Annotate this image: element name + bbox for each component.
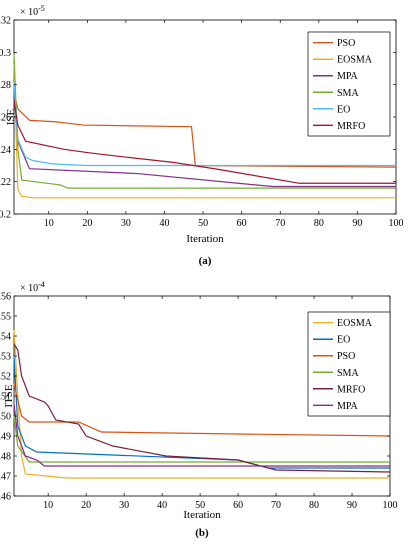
y-tick-label: 3.48 <box>0 452 11 463</box>
x-axis-label: Iteration <box>186 233 224 245</box>
y-tick-label: 0.24 <box>0 145 11 156</box>
x-tick-label: 40 <box>159 218 169 229</box>
legend-entry: PSO <box>337 351 355 362</box>
y-tick-label: 3.47 <box>0 472 11 483</box>
y-tick-label: 3.54 <box>0 332 11 343</box>
y-tick-label: 3.56 <box>0 292 11 303</box>
series-line-pso <box>13 92 397 168</box>
y-tick-label: 3.55 <box>0 312 11 323</box>
legend-entry: EO <box>337 104 350 115</box>
legend-entry: MPA <box>337 401 359 412</box>
x-tick-label: 50 <box>195 500 205 511</box>
legend-box <box>307 311 391 417</box>
series-line-mpa <box>13 403 390 467</box>
x-tick-label: 30 <box>121 218 131 229</box>
x-tick-label: 90 <box>347 500 357 511</box>
y-tick-label: 0.28 <box>0 80 11 91</box>
series-line-eosma <box>13 63 396 199</box>
y-tick-label: 0.3 <box>0 48 11 59</box>
y-exponent-label: × 10-5 <box>20 4 45 18</box>
legend-entry: SMA <box>337 368 359 379</box>
y-tick-label: 3.50 <box>0 412 11 423</box>
x-tick-label: 20 <box>81 500 91 511</box>
legend-entry: PSO <box>337 38 355 49</box>
y-tick-label: 3.49 <box>0 432 11 443</box>
y-tick-label: 3.51 <box>0 392 11 403</box>
x-tick-label: 60 <box>233 500 243 511</box>
y-tick-label: 0.26 <box>0 113 11 124</box>
y-tick-label: 3.53 <box>0 352 11 363</box>
x-tick-label: 60 <box>237 218 247 229</box>
y-tick-label: 0.32 <box>0 16 11 27</box>
x-tick-label: 80 <box>309 500 319 511</box>
series-line-mrfo <box>13 343 391 473</box>
y-axis-label: ITSE <box>3 384 15 408</box>
x-tick-label: 80 <box>314 218 324 229</box>
series-line-mrfo <box>13 100 396 184</box>
y-exponent-label: × 10-4 <box>20 280 45 294</box>
series-line-eosma <box>13 329 390 479</box>
series-line-pso <box>13 383 391 437</box>
x-tick-label: 90 <box>352 218 362 229</box>
legend-entry: EOSMA <box>337 318 373 329</box>
legend-entry: SMA <box>337 88 359 99</box>
chart-panel-1: 10 20 30 40 50 60 70 80 90 100 0.2 0.22 0.24 0.26 0.28… <box>0 4 404 267</box>
x-tick-label: 10 <box>44 218 54 229</box>
y-tick-label: 0.2 <box>0 210 11 221</box>
series-line-eo <box>13 81 396 167</box>
x-tick-label: 20 <box>82 218 92 229</box>
series-line-sma <box>13 415 390 463</box>
legend-entry: MRFO <box>337 121 365 132</box>
y-tick-label: 3.52 <box>0 372 11 383</box>
legend-entry: EOSMA <box>337 55 373 66</box>
panel-label: (b) <box>195 527 209 539</box>
legend-entry: MRFO <box>337 384 365 395</box>
y-tick-label: 0.22 <box>0 177 11 188</box>
x-tick-label: 50 <box>198 218 208 229</box>
chart-panel-2: 10 20 30 40 50 60 70 80 90 100 3.46 3.47 3.48 3.49 3.5… <box>0 280 398 539</box>
legend: EOSMA EO PSO SMA MRFO MPA <box>307 311 391 417</box>
x-tick-label: 100 <box>383 500 398 511</box>
legend-entry: MPA <box>337 71 359 82</box>
y-axis-label: ISE <box>5 108 17 125</box>
x-tick-label: 30 <box>119 500 129 511</box>
x-axis-label: Iteration <box>183 509 221 521</box>
x-tick-label: 40 <box>157 500 167 511</box>
x-tick-label: 10 <box>43 500 53 511</box>
x-tick-label: 70 <box>271 500 281 511</box>
panel-label: (a) <box>199 255 212 267</box>
x-tick-label: 70 <box>275 218 285 229</box>
legend-box <box>307 31 391 137</box>
y-tick-label: 3.46 <box>0 492 11 503</box>
x-tick-label: 100 <box>389 218 404 229</box>
legend-entry: EO <box>337 335 350 346</box>
legend: PSO EOSMA MPA SMA EO MRFO <box>307 31 391 137</box>
